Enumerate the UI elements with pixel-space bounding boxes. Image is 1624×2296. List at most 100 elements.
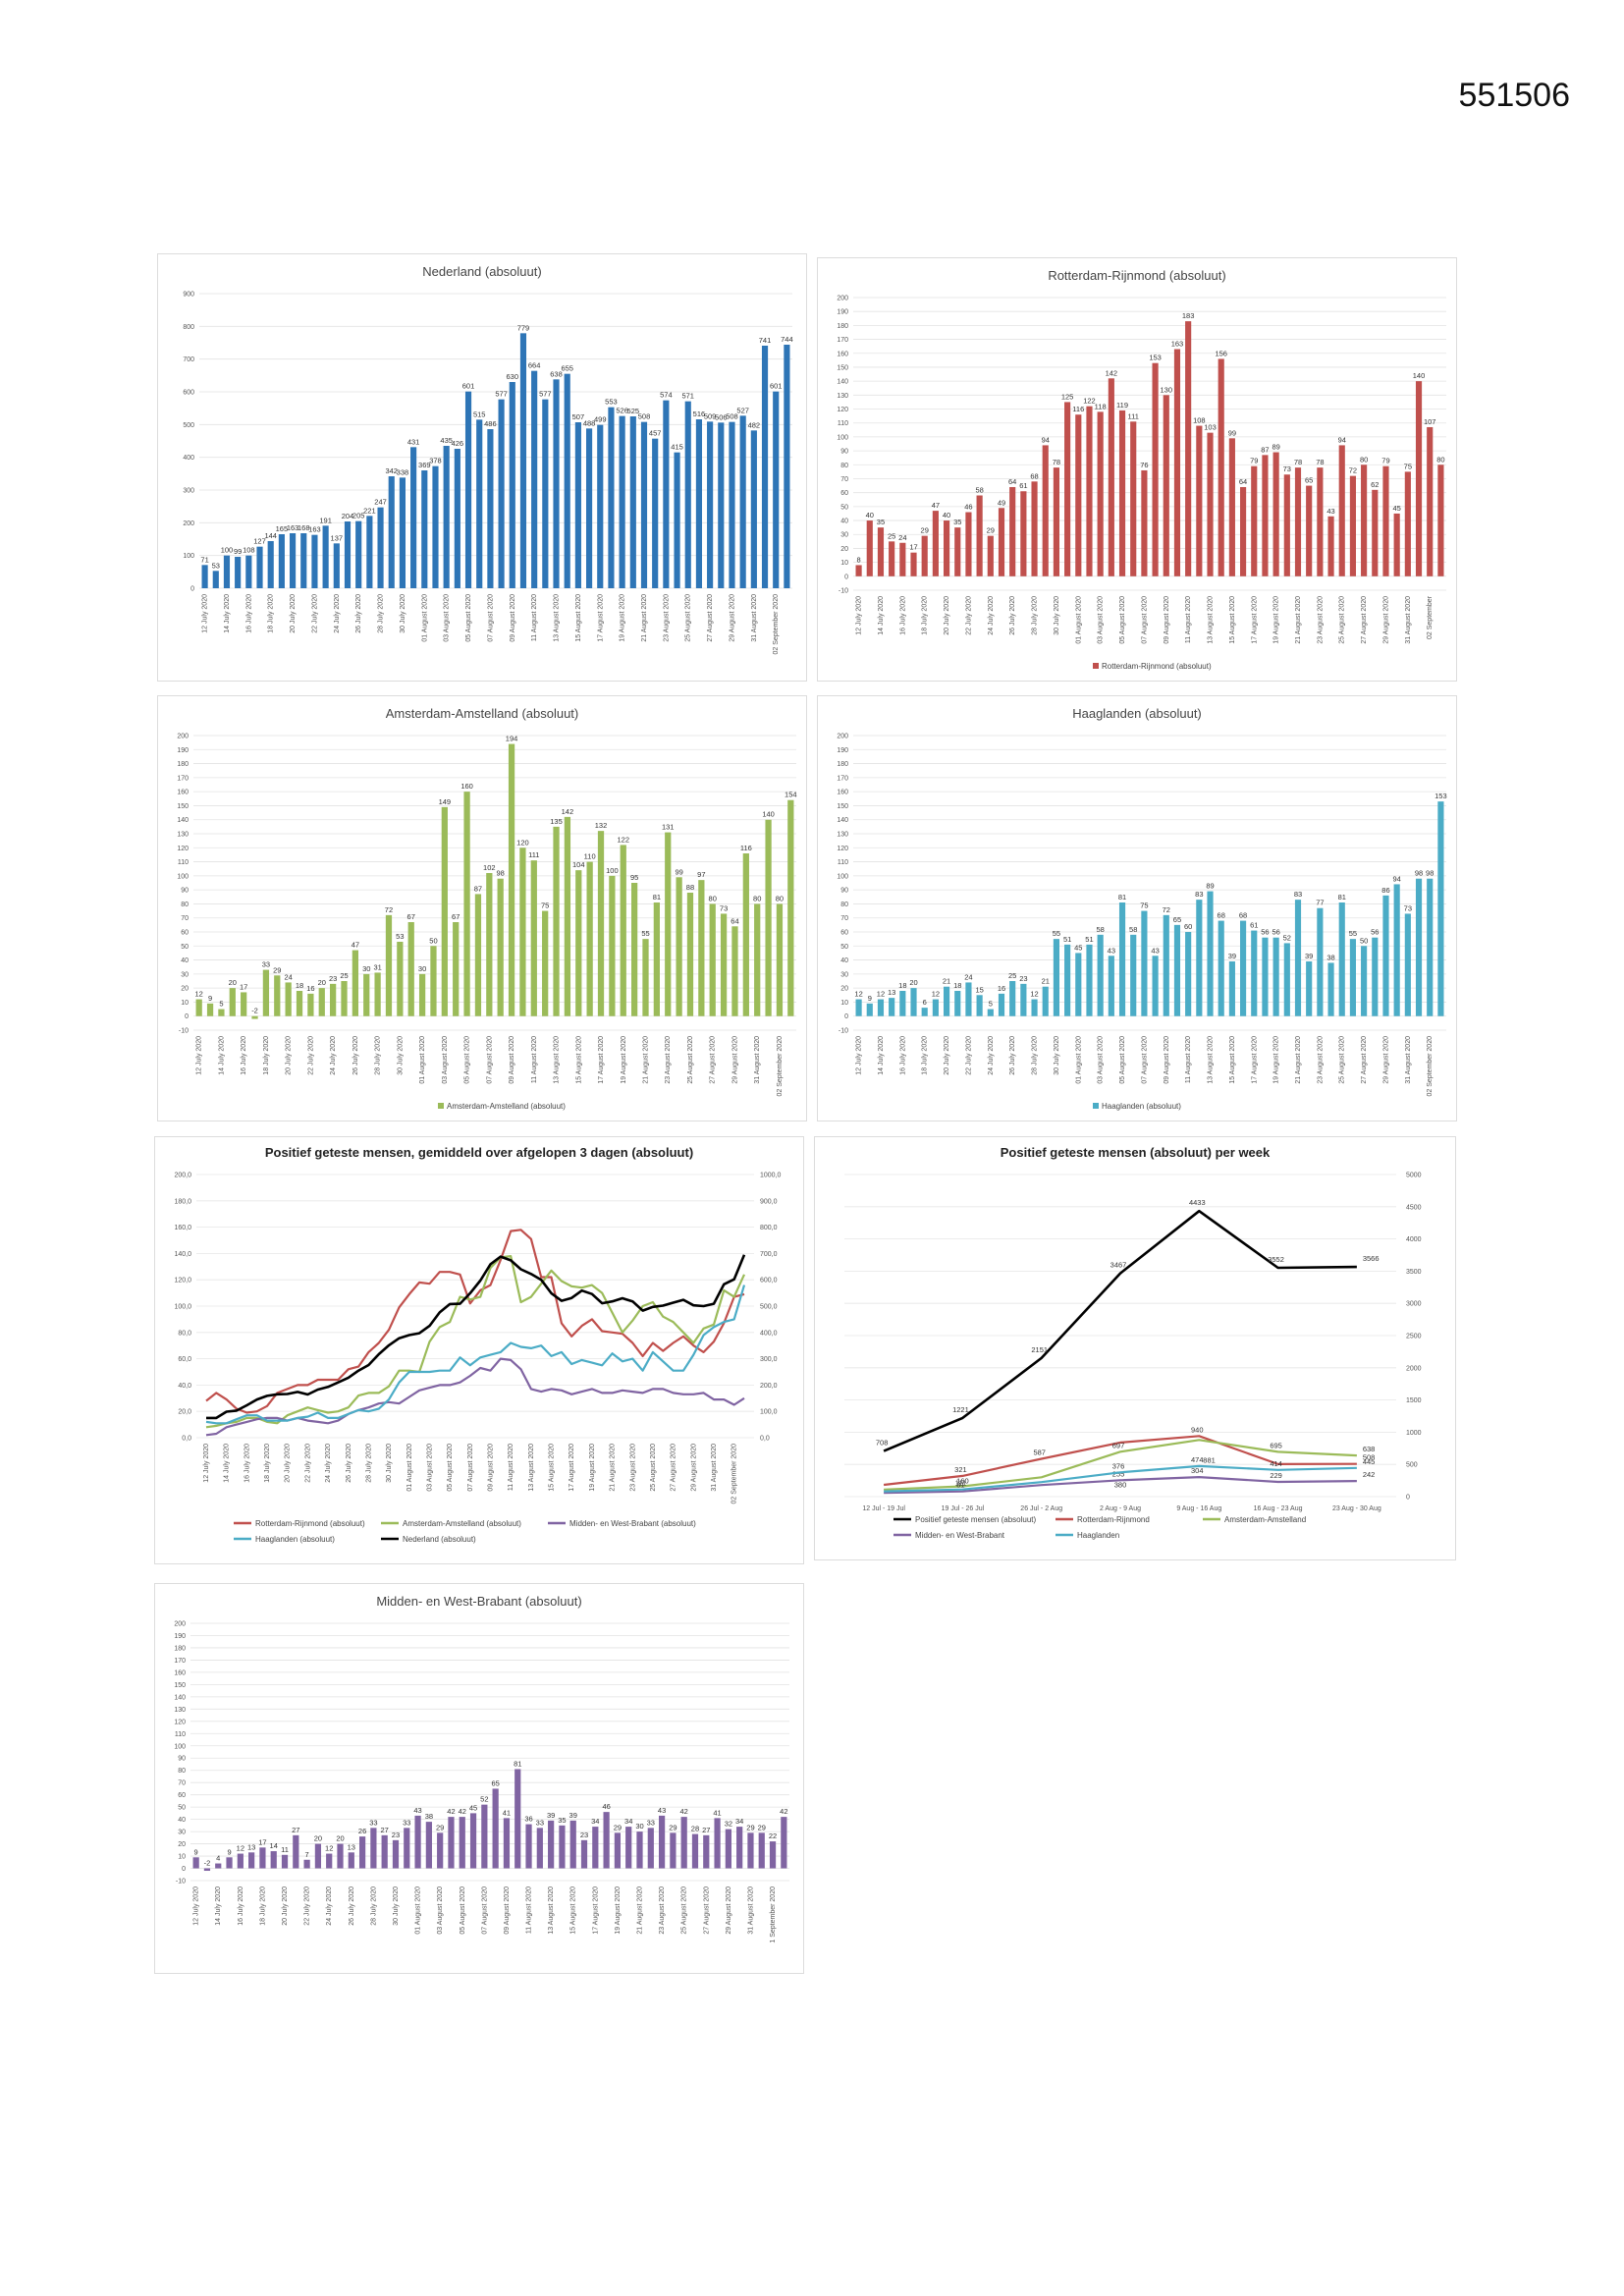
y-tick-label: 20	[178, 1841, 186, 1848]
bar	[1152, 362, 1159, 576]
chart-gemiddeld-3-dagen: Positief geteste mensen, gemiddeld over …	[154, 1136, 804, 1564]
y-tick-label: 10	[181, 1000, 189, 1007]
y-tick-label: 90	[840, 449, 848, 456]
y-tick-label: 60	[181, 930, 189, 937]
legend-label: Haaglanden (absoluut)	[1102, 1102, 1181, 1111]
data-label: 3566	[1363, 1254, 1380, 1263]
bar	[195, 999, 202, 1016]
data-label: 342	[385, 466, 398, 475]
x-tick-label: 02 September	[1427, 595, 1434, 639]
data-label: 122	[618, 835, 630, 844]
data-label: 426	[452, 439, 464, 448]
x-tick-label: 23 August 2020	[665, 1036, 672, 1084]
data-label: 17	[258, 1837, 266, 1846]
chart-midden-west-brabant: Midden- en West-Brabant (absoluut) -10 0 10…	[154, 1583, 804, 1974]
y-tick-label: 70	[181, 915, 189, 922]
bar	[1020, 491, 1027, 576]
bar	[1361, 465, 1368, 576]
data-label: 24	[898, 533, 906, 542]
x-tick-label: 24 July 2020	[330, 1036, 337, 1075]
legend-label: Amsterdam-Amstelland (absoluut)	[403, 1519, 521, 1528]
data-label: 67	[452, 912, 460, 921]
data-label: 75	[1404, 462, 1412, 470]
y-tick-label: 150	[177, 803, 189, 810]
x-tick-label: 29 August 2020	[731, 1036, 738, 1084]
x-tick-label: 15 August 2020	[575, 594, 582, 642]
data-label: 81	[956, 1481, 964, 1490]
data-label: 65	[1305, 476, 1313, 485]
data-label: 1221	[952, 1405, 969, 1414]
bar	[910, 988, 917, 1016]
data-label: 630	[507, 372, 519, 381]
y-tick-label: 60	[840, 490, 848, 497]
data-label: 25	[888, 531, 895, 540]
data-label: 12	[877, 990, 885, 999]
y-tick-label: 150	[837, 364, 848, 371]
legend-swatch	[438, 1103, 444, 1109]
data-label: 39	[569, 1811, 577, 1820]
bar	[1272, 937, 1279, 1016]
data-label: 46	[964, 503, 972, 512]
x-tick-label: 14 July 2020	[878, 1036, 885, 1075]
data-label: 108	[243, 546, 255, 555]
data-label: 62	[1371, 480, 1379, 489]
bar	[497, 878, 504, 1016]
data-label: 369	[418, 461, 431, 469]
x-tick-label: 07 August 2020	[467, 1444, 474, 1492]
x-tick-label: 31 August 2020	[711, 1444, 718, 1492]
bar	[525, 1824, 532, 1869]
bar	[574, 422, 581, 588]
x-tick-label: 30 July 2020	[400, 594, 406, 633]
bar	[1382, 895, 1389, 1016]
data-label: 42	[780, 1807, 787, 1816]
bar	[787, 799, 794, 1016]
x-tick-label: 31 August 2020	[1405, 1036, 1412, 1084]
y-tick-label: 80	[178, 1768, 186, 1775]
bar	[553, 826, 560, 1016]
bar	[531, 370, 538, 588]
x-tick-label: 29 August 2020	[1382, 596, 1389, 644]
y2-tick-label: 200,0	[760, 1383, 778, 1390]
bar	[564, 373, 570, 588]
data-label: 587	[1033, 1448, 1046, 1456]
y-tick-label: 5000	[1406, 1173, 1422, 1179]
bar	[392, 1839, 400, 1869]
bar	[218, 1009, 225, 1016]
bar	[691, 1833, 699, 1869]
x-tick-label: 21 August 2020	[643, 1036, 650, 1084]
x-tick-label: 09 August 2020	[1164, 596, 1170, 644]
bar	[1251, 465, 1258, 576]
y-tick-label: 200,0	[174, 1173, 191, 1179]
bar	[256, 546, 263, 588]
bar	[1130, 421, 1137, 576]
y-tick-label: 80,0	[178, 1330, 191, 1337]
data-label: 601	[462, 382, 475, 391]
bar	[355, 520, 362, 588]
bar	[729, 421, 735, 588]
x-tick-label: 30 July 2020	[393, 1886, 400, 1926]
bar	[1239, 486, 1247, 576]
data-label: 75	[541, 902, 549, 910]
data-label: 39	[1305, 952, 1313, 960]
x-tick-label: 13 August 2020	[1208, 1036, 1215, 1084]
bar	[1415, 878, 1423, 1016]
bar	[453, 922, 460, 1016]
bar	[877, 999, 885, 1016]
x-tick-label: 22 July 2020	[307, 1036, 314, 1075]
x-tick-label: 25 August 2020	[1339, 1036, 1346, 1084]
data-label: 15	[975, 985, 983, 994]
data-label: 29	[273, 965, 281, 974]
bar	[481, 1804, 488, 1869]
bar	[998, 993, 1005, 1016]
data-label: 131	[662, 823, 675, 832]
data-label: 98	[497, 869, 505, 878]
x-tick-label: 23 August 2020	[1317, 596, 1324, 644]
data-label: 35	[953, 518, 961, 526]
data-label: 125	[1061, 392, 1074, 401]
data-label: 34	[591, 1817, 599, 1826]
data-label: 116	[1072, 405, 1084, 413]
bar	[1064, 402, 1071, 576]
x-tick-label: 28 July 2020	[370, 1886, 377, 1926]
bar	[366, 516, 373, 588]
data-label: 247	[374, 498, 387, 507]
